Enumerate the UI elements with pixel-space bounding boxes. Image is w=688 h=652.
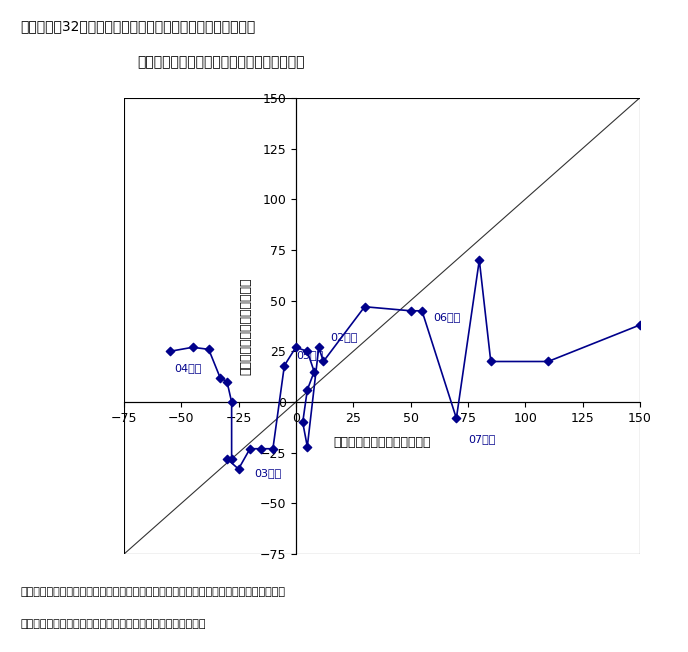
Point (416, 306, 427, 316)
Point (451, 413, 462, 424)
Text: 04年Ｉ: 04年Ｉ (174, 363, 202, 372)
Point (313, 342, 324, 353)
Point (634, 319, 645, 330)
Point (302, 385, 313, 395)
Point (256, 443, 267, 454)
Point (543, 356, 554, 366)
Point (485, 356, 496, 366)
Point (203, 344, 214, 355)
Text: 02年Ｉ: 02年Ｉ (330, 332, 358, 342)
Point (187, 342, 198, 353)
Point (226, 397, 237, 408)
Point (222, 454, 233, 464)
Point (297, 417, 308, 428)
Point (309, 366, 320, 377)
Point (302, 441, 313, 452)
Text: ２．着工戸数は後方３期移動平均による前年同期比。: ２．着工戸数は後方３期移動平均による前年同期比。 (21, 619, 206, 629)
Point (290, 342, 301, 353)
Point (215, 372, 226, 383)
Point (268, 443, 279, 454)
Text: 第１－１－32図　埼玉・千葉におけるマンション在庫循環図: 第１－１－32図 埼玉・千葉におけるマンション在庫循環図 (21, 20, 256, 33)
X-axis label: （在庫戸数前年同期比、％）: （在庫戸数前年同期比、％） (333, 436, 431, 449)
Text: 07年Ｉ: 07年Ｉ (468, 434, 495, 443)
Point (164, 346, 175, 357)
Y-axis label: （着工戸数前年同期比、％）: （着工戸数前年同期比、％） (239, 277, 252, 375)
Text: 03年Ｉ: 03年Ｉ (255, 468, 282, 478)
Text: 06年Ｉ: 06年Ｉ (433, 312, 461, 322)
Point (302, 346, 313, 357)
Point (279, 361, 290, 371)
Point (244, 443, 255, 454)
Text: 埼玉・千葉では在庫調整局面に位置している: 埼玉・千葉では在庫調整局面に位置している (138, 55, 305, 69)
Point (233, 464, 244, 474)
Point (318, 356, 329, 366)
Point (222, 377, 233, 387)
Point (405, 306, 416, 316)
Point (474, 255, 485, 265)
Text: 05年Ｉ: 05年Ｉ (296, 350, 323, 361)
Point (359, 301, 370, 312)
Text: （備考）１．国土交通省「建築着工統計」、㈱長谷工総合研究所「ＣＲＩ」により作成。: （備考）１．国土交通省「建築着工統計」、㈱長谷工総合研究所「ＣＲＩ」により作成。 (21, 587, 286, 597)
Point (226, 454, 237, 464)
